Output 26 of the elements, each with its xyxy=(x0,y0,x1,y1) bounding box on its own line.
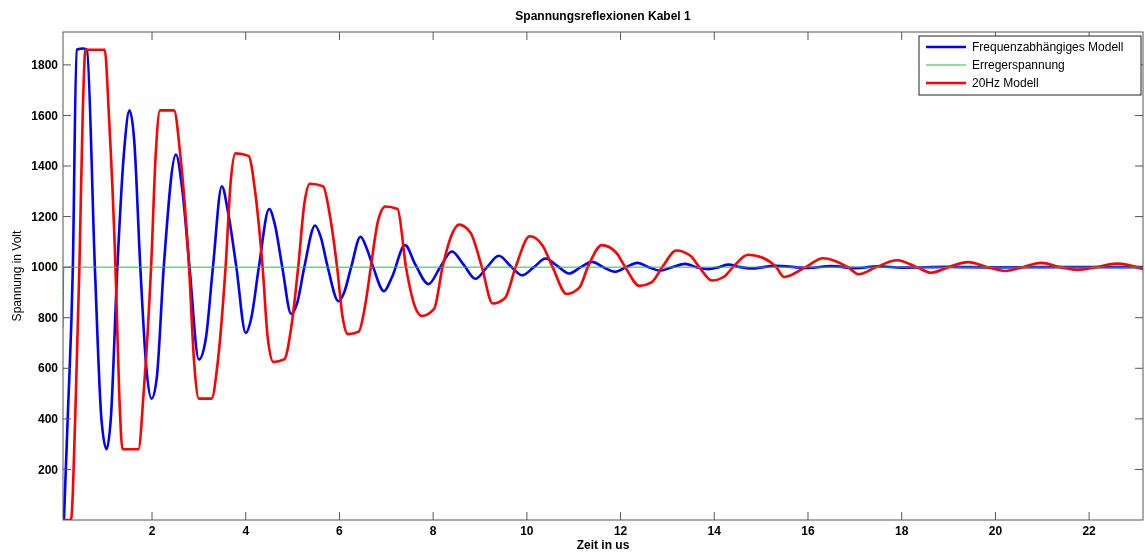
x-tick-label: 22 xyxy=(1082,524,1097,538)
x-tick-label: 10 xyxy=(520,524,534,538)
x-tick-label: 20 xyxy=(988,524,1003,538)
y-tick-label: 1000 xyxy=(31,260,59,275)
legend-label: Frequenzabhängiges Modell xyxy=(972,40,1124,55)
y-tick-label: 1600 xyxy=(31,108,59,123)
x-tick-label: 16 xyxy=(801,524,815,538)
x-tick-label: 8 xyxy=(429,524,437,538)
y-tick-label: 1800 xyxy=(31,58,59,73)
y-tick-label: 200 xyxy=(37,462,59,477)
legend-label: 20Hz Modell xyxy=(972,76,1039,91)
x-axis-title: Zeit in us xyxy=(576,538,630,552)
y-axis-title: Spannung in Volt xyxy=(10,229,24,322)
legend-label: Erregerspannung xyxy=(972,58,1065,73)
y-tick-label: 600 xyxy=(37,361,59,376)
x-tick-label: 4 xyxy=(242,524,250,538)
chart-title: Spannungsreflexionen Kabel 1 xyxy=(515,9,692,23)
x-tick-label: 18 xyxy=(895,524,909,538)
x-tick-label: 2 xyxy=(148,524,156,538)
y-tick-label: 400 xyxy=(37,412,59,427)
x-tick-label: 6 xyxy=(336,524,344,538)
y-tick-label: 1400 xyxy=(31,159,59,174)
y-tick-label: 800 xyxy=(37,310,59,325)
x-tick-label: 12 xyxy=(613,524,628,538)
y-tick-label: 1200 xyxy=(31,209,59,224)
x-tick-label: 14 xyxy=(707,524,722,538)
